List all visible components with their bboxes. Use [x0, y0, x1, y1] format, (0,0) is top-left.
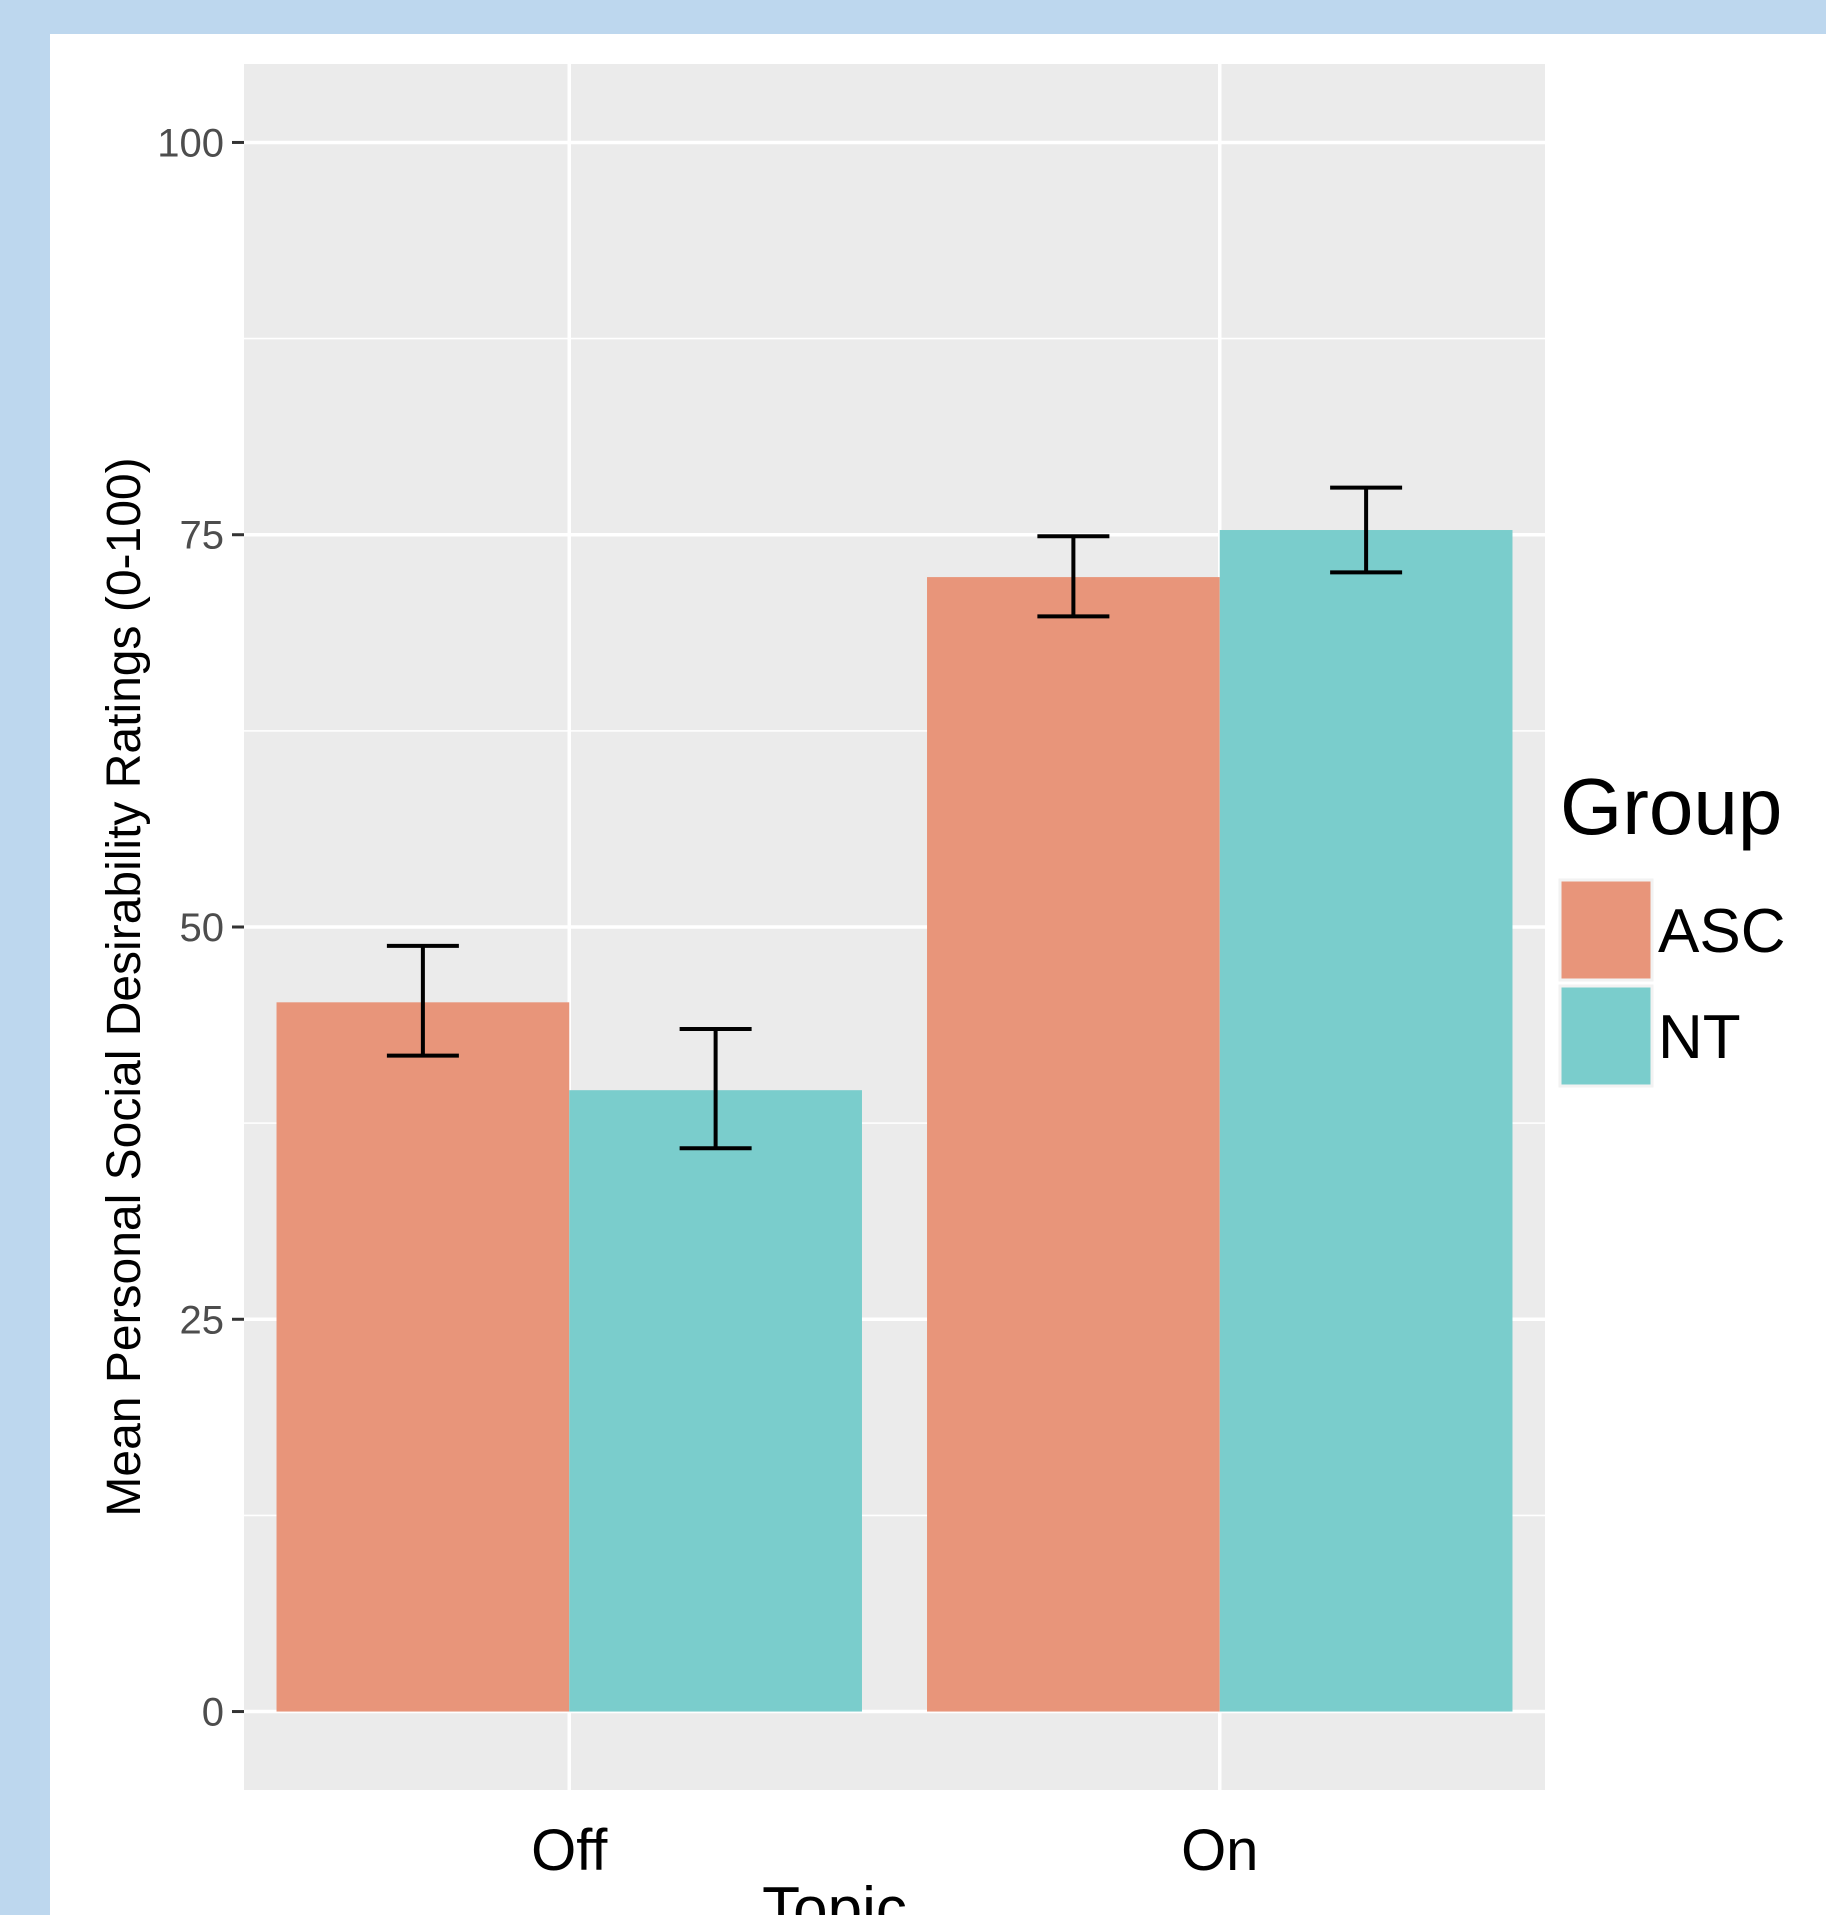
- bars: [276, 530, 1513, 1712]
- error-bars: [386, 485, 1403, 1151]
- y-tick-label: 50: [180, 906, 225, 950]
- bar-asc-on: [927, 577, 1220, 1712]
- y-tick-label: 100: [157, 121, 224, 165]
- bar-chart: 0 25 50 75 100 Off On Mean Personal Social Des…: [98, 64, 1785, 1915]
- legend-key-nt: [1558, 984, 1654, 1088]
- x-tick-label: Off: [531, 1818, 608, 1883]
- y-tick-label: 0: [202, 1691, 224, 1735]
- legend-title: Group: [1560, 762, 1782, 851]
- x-axis-title: Topic: [762, 1875, 907, 1915]
- bar-nt-off: [569, 1090, 862, 1712]
- axes: 0 25 50 75 100 Off On: [157, 121, 1258, 1883]
- x-tick-label: On: [1181, 1818, 1258, 1883]
- chart-frame: 0 25 50 75 100 Off On Mean Personal Social Des…: [50, 34, 1826, 1915]
- bar-nt-on: [1219, 530, 1513, 1712]
- y-axis-title: Mean Personal Social Desirability Rating…: [98, 457, 151, 1516]
- legend-label-asc: ASC: [1658, 897, 1785, 966]
- y-tick-label: 75: [180, 514, 225, 558]
- bar-asc-off: [276, 1002, 570, 1712]
- legend-key-asc: [1558, 878, 1654, 982]
- legend-label-nt: NT: [1658, 1003, 1741, 1072]
- legend: Group ASC NT: [1558, 762, 1785, 1088]
- y-tick-label: 25: [180, 1298, 225, 1342]
